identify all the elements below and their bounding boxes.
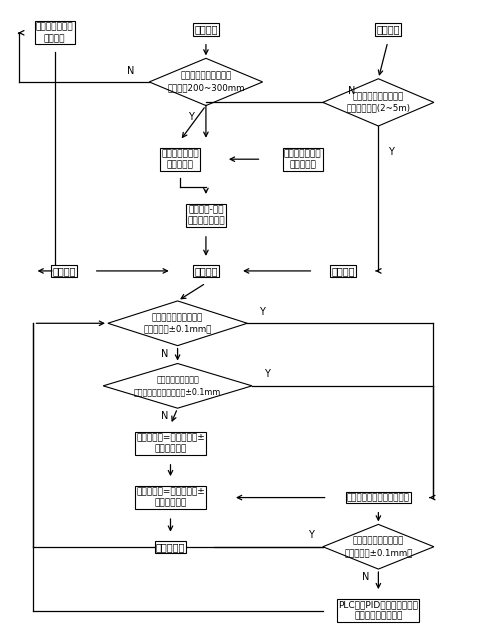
Text: 轻压下传热模型
计算压下量: 轻压下传热模型 计算压下量 (284, 149, 322, 169)
Text: 安全辊缝: 安全辊缝 (53, 266, 76, 276)
Text: N: N (348, 86, 355, 96)
Text: 尾坯模式: 尾坯模式 (376, 24, 400, 35)
Text: 位移传感器反馈实际辊缝值: 位移传感器反馈实际辊缝值 (347, 493, 410, 502)
Text: 准备、送引锭或
待钢模式: 准备、送引锭或 待钢模式 (36, 23, 74, 43)
Text: 目标辊缝: 目标辊缝 (194, 266, 217, 276)
Text: Y: Y (388, 147, 394, 156)
Text: 尾坯长度大于该扇形段
首辊坐标减去(2~5m): 尾坯长度大于该扇形段 首辊坐标减去(2~5m) (347, 92, 411, 113)
Polygon shape (103, 363, 252, 408)
Text: 浇注长度大于该扇形段
末辊坐标200~300mm: 浇注长度大于该扇形段 末辊坐标200~300mm (167, 71, 245, 92)
Text: 实际辊缝与设定辊缝值
误差是否在±0.1mm内: 实际辊缝与设定辊缝值 误差是否在±0.1mm内 (344, 536, 413, 557)
Polygon shape (323, 79, 434, 126)
Text: Y: Y (259, 307, 265, 317)
Polygon shape (323, 524, 434, 569)
Text: 设定辊缝值: 设定辊缝值 (156, 542, 185, 552)
Text: N: N (361, 573, 369, 582)
Text: 设定辊缝值=设定辊缝值±
辊缝变化速率: 设定辊缝值=设定辊缝值± 辊缝变化速率 (136, 488, 205, 508)
Text: PLC采用PID调节控制扇形段
液压缸压下抬起动作: PLC采用PID调节控制扇形段 液压缸压下抬起动作 (338, 600, 418, 621)
Text: 安全辊缝: 安全辊缝 (331, 266, 355, 276)
Text: 该位置轻压下总
目标压下量: 该位置轻压下总 目标压下量 (161, 149, 199, 169)
Text: N: N (161, 349, 168, 359)
Text: Y: Y (188, 112, 194, 122)
Text: 静态辊缝-轻压
下总目标压下量: 静态辊缝-轻压 下总目标压下量 (187, 205, 225, 225)
Polygon shape (149, 59, 262, 106)
Text: 设定辊缝与目标辊缝值
误差是否在±0.1mm内: 设定辊缝与目标辊缝值 误差是否在±0.1mm内 (143, 313, 212, 334)
Polygon shape (108, 301, 247, 346)
Text: 该位置实际轻压下量
与目标压下量偏差是否在±0.1mm: 该位置实际轻压下量 与目标压下量偏差是否在±0.1mm (134, 375, 221, 396)
Text: Y: Y (307, 531, 314, 540)
Text: N: N (161, 412, 168, 421)
Text: 实际压下量=实际压下量±
辊缝变化速率: 实际压下量=实际压下量± 辊缝变化速率 (136, 433, 205, 453)
Text: 浇注模式: 浇注模式 (194, 24, 217, 35)
Text: N: N (127, 66, 134, 75)
Text: Y: Y (264, 370, 270, 379)
